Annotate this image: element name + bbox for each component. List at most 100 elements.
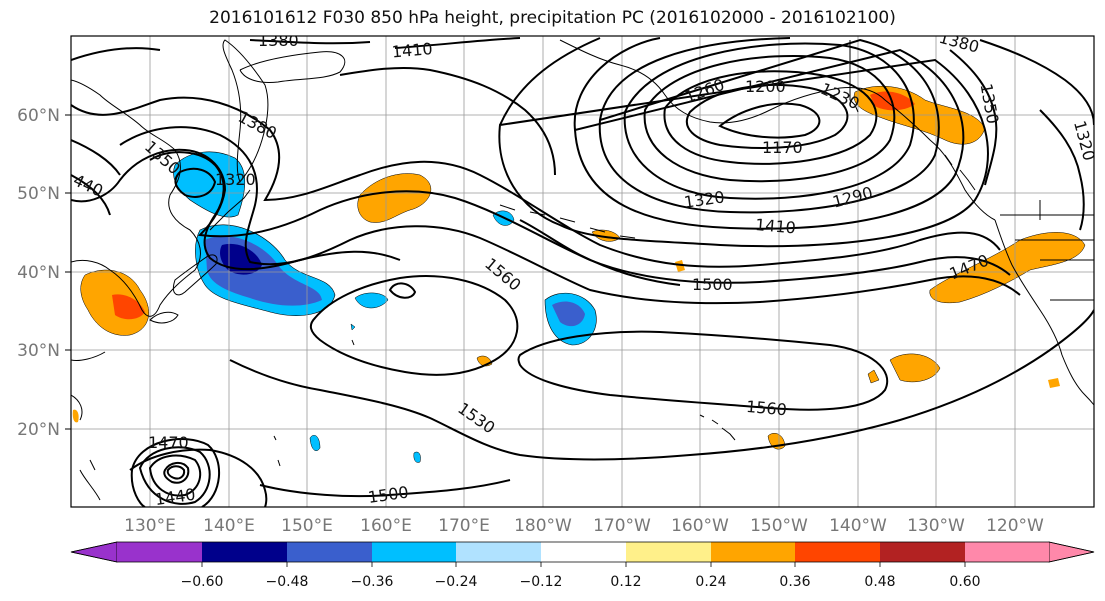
contour-line (517, 330, 888, 411)
precip-area (552, 301, 585, 327)
colorbar-outline (70, 541, 1095, 563)
lon-label: 150°E (281, 516, 333, 536)
coast-kamchatka (222, 39, 269, 183)
precip-area (350, 323, 356, 331)
coast-bc-islands (944, 154, 976, 191)
contour-line (138, 446, 211, 505)
contour-label: 1410 (391, 39, 433, 61)
contour-line (129, 448, 268, 507)
contour-line (130, 438, 220, 507)
colorbar-tick-label: −0.60 (181, 574, 224, 590)
colorbar-segment (202, 542, 287, 562)
colorbar-ticks (201, 562, 966, 567)
contour-label: 1170 (762, 138, 803, 157)
contour-line (174, 167, 217, 198)
lon-label: 150°W (750, 516, 808, 536)
lon-label: 170°W (593, 516, 651, 536)
precip-area (354, 292, 389, 309)
precip-area (357, 173, 431, 223)
lon-label: 130°E (124, 516, 176, 536)
lat-label: 40°N (17, 263, 60, 283)
contour-line (71, 148, 1011, 284)
contour-line (71, 37, 521, 61)
latitude-labels: 60°N 50°N 40°N 30°N 20°N (17, 106, 60, 440)
height-contours (71, 37, 1094, 507)
contour-line (573, 37, 965, 230)
coast-pacific-islands (273, 339, 355, 467)
contour-label: 1440 (154, 485, 197, 509)
colorbar-tick-label: −0.36 (351, 574, 394, 590)
colorbar: −0.60 −0.48 −0.36 −0.24 −0.12 0.12 0.24 … (70, 541, 1095, 590)
contour-line (643, 55, 896, 183)
contour-label: 1380 (937, 28, 981, 57)
contour-label: 1500 (692, 275, 733, 294)
coast-chukotka (239, 51, 346, 83)
coast-asia (71, 79, 201, 317)
contour-line (71, 139, 121, 216)
coast-na-west (994, 219, 1094, 406)
colorbar-right-arrow (1048, 541, 1095, 563)
contour-label: 1230 (818, 79, 863, 113)
map-title: 2016101612 F030 850 hPa height, precipit… (209, 8, 896, 28)
contour-line (598, 37, 940, 214)
precip-area (413, 451, 421, 463)
contour-line (149, 151, 401, 271)
contour-line (949, 49, 998, 186)
contour-label: 1320 (215, 170, 256, 189)
precip-area (889, 353, 941, 383)
contour-line (309, 275, 519, 376)
lon-label: 160°W (671, 516, 729, 536)
colorbar-tick-label: 0.48 (864, 574, 895, 590)
colorbar-segment (456, 542, 541, 562)
map-body: 1380 1410 1380 1350 1320 1380 1350 440 1… (71, 28, 1094, 509)
coast-philippines (79, 459, 101, 501)
contour-line (148, 454, 202, 497)
contour-label: 1350 (977, 82, 1003, 125)
coast-us-state-lines (1000, 200, 1094, 301)
colorbar-segment (965, 542, 1049, 562)
longitude-labels: 130°E 140°E 150°E 160°E 170°E 180°W 170°… (124, 516, 1044, 536)
contour-label: 1500 (367, 482, 410, 506)
coast-japan (172, 254, 218, 296)
colorbar-tick-label: 0.36 (779, 574, 810, 590)
precip-area (867, 369, 880, 384)
colorbar-segment (372, 542, 456, 562)
contour-line (388, 282, 417, 299)
precip-area (1048, 378, 1060, 388)
lat-label: 30°N (17, 341, 60, 361)
lon-label: 170°E (438, 516, 490, 536)
colorbar-tick-label: 0.60 (949, 574, 980, 590)
contour-label: 1530 (454, 399, 498, 438)
colorbar-left-arrow (70, 541, 118, 563)
colorbar-segment (287, 542, 372, 562)
colorbar-segment (880, 542, 965, 562)
contour-line (718, 102, 821, 139)
contour-line (1039, 109, 1085, 231)
contour-line (259, 479, 511, 498)
precip-area (72, 409, 79, 423)
lon-label: 130°W (907, 516, 965, 536)
colorbar-segment (711, 542, 795, 562)
lon-label: 140°W (829, 516, 887, 536)
precip-area (675, 260, 685, 272)
colorbar-tick-label: −0.24 (435, 574, 478, 590)
contour-label: 1470 (148, 433, 189, 452)
contour-line (519, 219, 681, 286)
coast-china (71, 351, 106, 421)
colorbar-tick-label: 0.12 (610, 574, 641, 590)
coast-canada-border (849, 40, 859, 113)
colorbar-tick-label: −0.12 (520, 574, 563, 590)
lat-label: 50°N (17, 184, 60, 204)
contour-line (163, 462, 190, 484)
contour-label: 1290 (830, 183, 874, 212)
lon-label: 180°W (514, 516, 572, 536)
colorbar-segment (117, 542, 202, 562)
coast-kuril (209, 189, 251, 231)
precip-area (929, 232, 1086, 304)
contour-line (119, 126, 1021, 305)
colorbar-segment (626, 542, 711, 562)
contour-line (71, 96, 1001, 268)
lon-label: 140°E (203, 516, 255, 536)
lat-label: 60°N (17, 106, 60, 126)
precip-area (112, 294, 145, 320)
